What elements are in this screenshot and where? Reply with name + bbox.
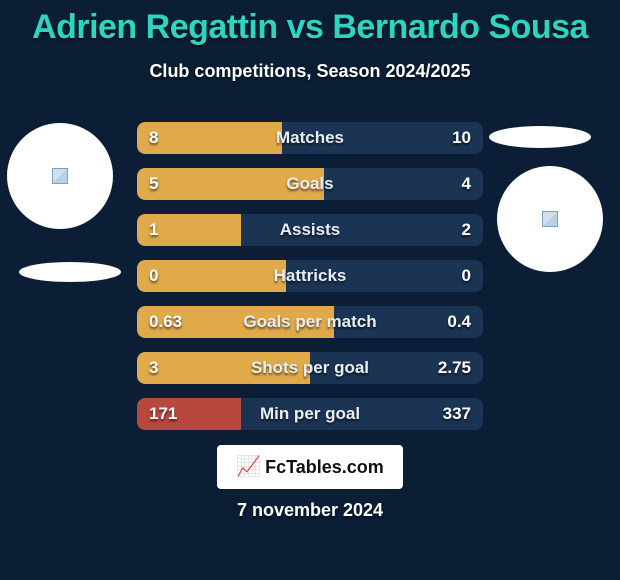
- stat-row: 1Assists2: [137, 214, 483, 246]
- image-placeholder-icon: [52, 168, 68, 184]
- page-title: Adrien Regattin vs Bernardo Sousa: [0, 0, 620, 47]
- chart-icon: 📈: [236, 454, 261, 479]
- value-right: 2.75: [438, 352, 471, 384]
- value-right: 10: [452, 122, 471, 154]
- metric-label: Goals per match: [137, 306, 483, 338]
- stat-row: 0Hattricks0: [137, 260, 483, 292]
- player-right-top-ellipse: [489, 126, 591, 148]
- page-subtitle: Club competitions, Season 2024/2025: [0, 61, 620, 82]
- value-right: 4: [462, 168, 471, 200]
- value-right: 2: [462, 214, 471, 246]
- player-left-shadow: [19, 262, 121, 282]
- metric-label: Shots per goal: [137, 352, 483, 384]
- stat-row: 3Shots per goal2.75: [137, 352, 483, 384]
- brand-label: FcTables.com: [265, 457, 384, 478]
- brand-badge: 📈 FcTables.com: [217, 445, 403, 489]
- image-placeholder-icon: [542, 211, 558, 227]
- stat-row: 171Min per goal337: [137, 398, 483, 430]
- metric-label: Assists: [137, 214, 483, 246]
- value-right: 337: [443, 398, 471, 430]
- player-right-avatar: [497, 166, 603, 272]
- stat-row: 5Goals4: [137, 168, 483, 200]
- player-left-avatar: [7, 123, 113, 229]
- stat-row: 8Matches10: [137, 122, 483, 154]
- stat-row: 0.63Goals per match0.4: [137, 306, 483, 338]
- value-right: 0.4: [447, 306, 471, 338]
- metric-label: Goals: [137, 168, 483, 200]
- metric-label: Min per goal: [137, 398, 483, 430]
- date-label: 7 november 2024: [0, 500, 620, 521]
- metric-label: Matches: [137, 122, 483, 154]
- stats-chart: 8Matches10 5Goals4 1Assists2 0Hattricks0 0.6…: [137, 122, 483, 444]
- metric-label: Hattricks: [137, 260, 483, 292]
- value-right: 0: [462, 260, 471, 292]
